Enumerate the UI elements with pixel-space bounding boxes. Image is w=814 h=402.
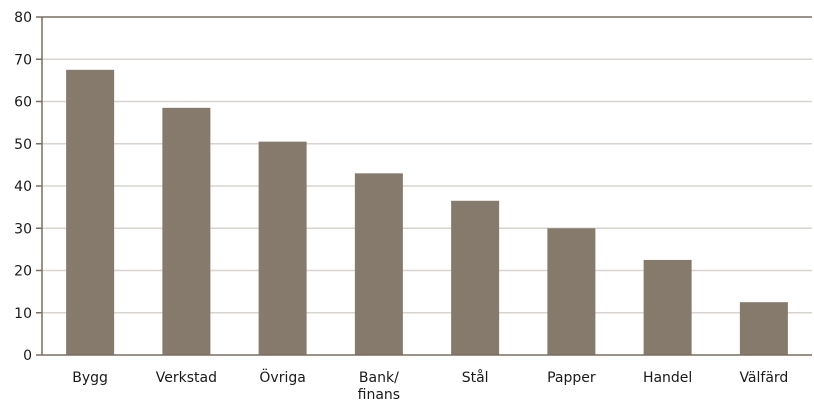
y-tick-label: 80 bbox=[14, 10, 32, 26]
grid-lines bbox=[42, 16, 812, 314]
bar bbox=[547, 228, 596, 355]
y-tick-label: 10 bbox=[14, 306, 32, 322]
y-tick-label: 0 bbox=[23, 348, 32, 364]
y-tick-label: 40 bbox=[14, 179, 32, 195]
bar bbox=[66, 69, 115, 355]
x-category-label: Verkstad bbox=[156, 370, 217, 386]
bar bbox=[643, 259, 692, 355]
y-tick-label: 30 bbox=[14, 221, 32, 237]
bar bbox=[451, 200, 500, 355]
y-tick-label: 50 bbox=[14, 137, 32, 153]
y-axis-ticks: 0 10 20 30 40 50 60 70 80 bbox=[14, 10, 42, 364]
bar bbox=[354, 173, 403, 355]
x-category-label: Papper bbox=[547, 370, 596, 386]
x-axis-labels: Bygg Verkstad Övriga Bank/finans Stål Papper H… bbox=[72, 368, 788, 402]
x-category-label: Handel bbox=[643, 370, 692, 386]
x-category-label: Bygg bbox=[72, 370, 108, 386]
bars bbox=[66, 69, 788, 356]
bar bbox=[162, 107, 211, 356]
x-category-label: Stål bbox=[462, 369, 489, 386]
y-tick-label: 70 bbox=[14, 52, 32, 68]
x-category-label: Bank/finans bbox=[358, 370, 400, 402]
y-tick-label: 20 bbox=[14, 264, 32, 280]
bar bbox=[739, 302, 788, 355]
x-category-label: Övriga bbox=[259, 368, 305, 386]
y-tick-label: 60 bbox=[14, 95, 32, 111]
bar bbox=[258, 141, 307, 355]
x-category-label: Välfärd bbox=[739, 370, 788, 386]
